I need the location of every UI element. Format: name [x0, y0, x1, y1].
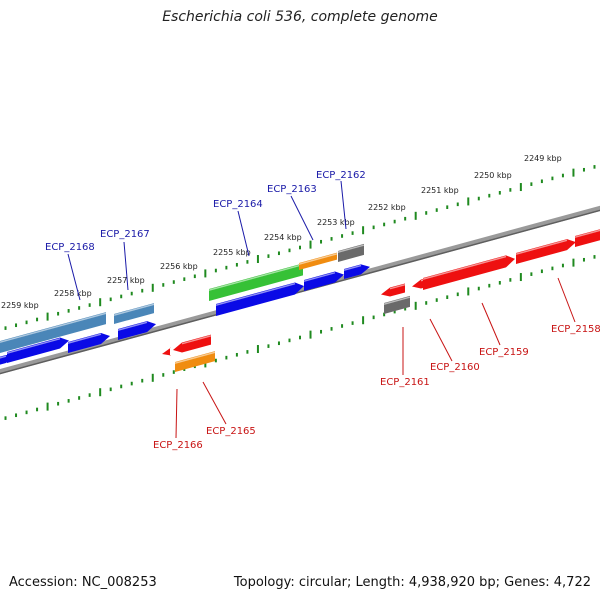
- cds-forward: [6, 337, 69, 363]
- cds-forward: [215, 282, 304, 316]
- gene-features: [0, 229, 600, 372]
- tick-label: 2259 kbp: [1, 301, 39, 310]
- topology-text: Topology: circular; Length: 4,938,920 bp…: [233, 575, 591, 590]
- gene-label: ECP_2164: [213, 199, 263, 210]
- gene-green: [208, 263, 304, 301]
- tick-label: 2255 kbp: [213, 248, 251, 257]
- gene-label: ECP_2168: [45, 242, 95, 253]
- tick-label: 2258 kbp: [54, 289, 92, 298]
- tick-label: 2251 kbp: [421, 186, 459, 195]
- cds-reverse: [412, 278, 425, 289]
- tick-label: 2250 kbp: [474, 171, 512, 180]
- gene-labels: ECP_2162 ECP_2163 ECP_2164 ECP_2167 ECP_…: [45, 170, 600, 451]
- gene-label: ECP_2161: [380, 377, 430, 388]
- gene-gray: [383, 295, 411, 314]
- tick-label: 2252 kbp: [368, 203, 406, 212]
- gene-label: ECP_2158: [551, 324, 600, 335]
- gene-label: ECP_2165: [206, 426, 256, 437]
- accession-text: Accession: NC_008253: [9, 575, 157, 590]
- map-title: Escherichia coli 536, complete genome: [162, 9, 438, 25]
- genome-backbone: [0, 205, 600, 375]
- gene-orange: [298, 252, 338, 270]
- tick-label: 2249 kbp: [524, 154, 562, 163]
- gene-label: ECP_2167: [100, 229, 150, 240]
- cds-reverse: [381, 283, 406, 297]
- cds-reverse: [422, 255, 515, 290]
- leader-lines: [67, 180, 576, 439]
- cds-forward: [303, 271, 344, 291]
- cds-reverse: [173, 334, 212, 353]
- cds-reverse: [515, 239, 576, 264]
- gene-label: ECP_2160: [430, 362, 480, 373]
- gene-label: ECP_2162: [316, 170, 366, 181]
- gene-steel-blue: [113, 303, 155, 324]
- genome-backbone-shadow: [0, 209, 600, 375]
- cds-forward: [117, 321, 156, 340]
- upper-scale-track: [4, 165, 596, 330]
- tick-label: 2256 kbp: [160, 262, 198, 271]
- gene-label: ECP_2163: [267, 184, 317, 195]
- cds-reverse: [574, 229, 600, 247]
- tick-label: 2254 kbp: [264, 233, 302, 242]
- cds-forward: [343, 264, 370, 279]
- gene-gray: [337, 243, 365, 262]
- gene-orange: [174, 351, 216, 372]
- gene-label: ECP_2166: [153, 440, 203, 451]
- gene-label: ECP_2159: [479, 347, 529, 358]
- tick-label: 2257 kbp: [107, 276, 145, 285]
- tick-label: 2253 kbp: [317, 218, 355, 227]
- tick-labels: 2249 kbp 2250 kbp 2251 kbp 2252 kbp 2253…: [1, 154, 562, 310]
- cds-reverse: [162, 347, 172, 356]
- cds-forward: [67, 333, 110, 353]
- gene-steel-blue: [0, 312, 107, 353]
